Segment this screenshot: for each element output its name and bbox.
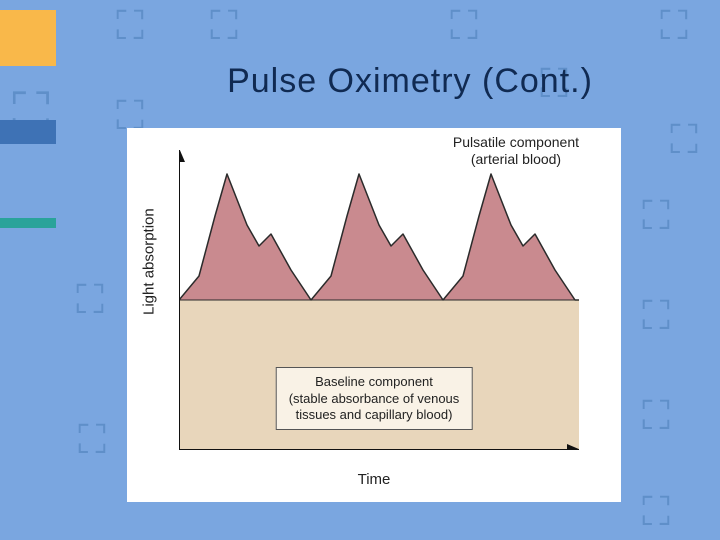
y-axis-arrow — [179, 150, 185, 162]
left-rail — [0, 0, 60, 540]
slide-title: Pulse Oximetry (Cont.) — [160, 62, 660, 101]
y-axis-label: Light absorption — [141, 208, 158, 315]
x-axis-label: Time — [358, 471, 391, 488]
baseline-legend-line3: tissues and capillary blood) — [289, 407, 460, 423]
waveform-area — [179, 174, 579, 300]
rail-accent-teal — [0, 218, 56, 228]
chart-card: Pulsatile component (arterial blood) Lig… — [127, 128, 621, 502]
baseline-legend-line2: (stable absorbance of venous — [289, 391, 460, 407]
rail-accent-blue — [0, 120, 56, 144]
rail-accent-orange — [0, 10, 56, 66]
baseline-legend-line1: Baseline component — [289, 374, 460, 390]
baseline-legend-box: Baseline component (stable absorbance of… — [276, 367, 473, 430]
pulsatile-annotation-line1: Pulsatile component — [453, 134, 579, 151]
